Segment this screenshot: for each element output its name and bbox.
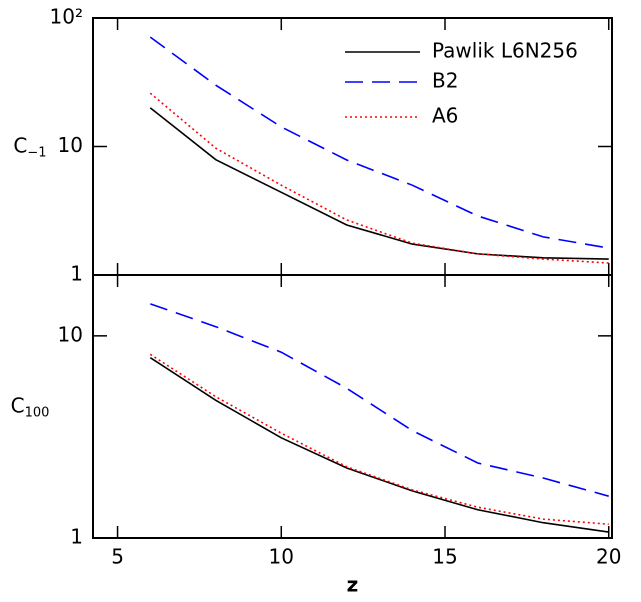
series-line xyxy=(150,303,609,497)
x-tick-label: 10 xyxy=(269,545,294,569)
x-tick-label: 20 xyxy=(596,545,621,569)
y-tick-label: 10 xyxy=(58,322,83,346)
series-line xyxy=(149,92,609,264)
y-axis-label: C100 xyxy=(11,393,50,420)
y-axis-label: C−1 xyxy=(13,133,46,160)
legend-label: Pawlik L6N256 xyxy=(432,39,578,63)
series-line xyxy=(149,356,609,533)
legend-label: B2 xyxy=(432,69,458,93)
y-tick-label: 1 xyxy=(70,525,83,549)
x-tick-label: 5 xyxy=(111,545,124,569)
y-tick-label: 10² xyxy=(50,5,83,29)
x-axis-label: z xyxy=(347,573,359,597)
y-label-main: C xyxy=(13,133,27,157)
legend-label: A6 xyxy=(432,104,458,128)
y-tick-label: 1 xyxy=(70,262,83,286)
y-label-main: C xyxy=(11,393,25,417)
y-label-sub: 100 xyxy=(25,405,50,420)
plot-frame xyxy=(92,274,613,539)
x-tick-label: 15 xyxy=(432,545,457,569)
series-line xyxy=(149,36,609,249)
y-tick-label: 10 xyxy=(58,133,83,157)
series-line xyxy=(149,353,609,526)
y-label-sub: −1 xyxy=(27,145,46,160)
series-line xyxy=(149,107,609,260)
